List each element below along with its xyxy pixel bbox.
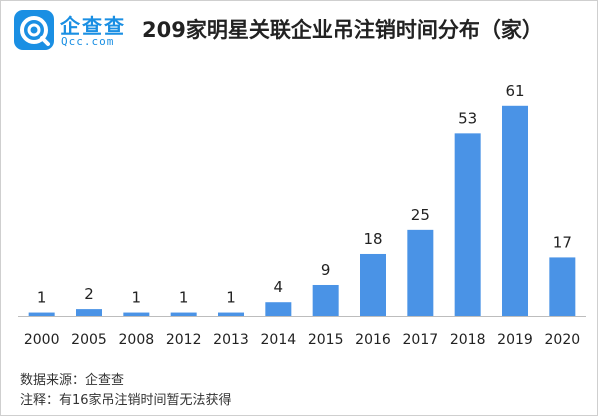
x-tick-label-2020: 2020 [545,332,581,348]
bar-2017 [407,229,434,316]
x-tick-label-2013: 2013 [213,332,249,348]
qcc-logo-icon [14,10,54,50]
data-label-2014: 4 [274,278,284,296]
brand-name-cn: 企查查 [60,14,126,38]
x-tick-label-2019: 2019 [497,332,533,348]
chart-title: 209家明星关联企业吊注销时间分布（家） [142,18,543,42]
x-tick-label-2000: 2000 [24,332,60,348]
x-tick-label-2016: 2016 [355,332,391,348]
bar-2018 [454,133,481,316]
bar-2008 [123,312,150,316]
bar-2020 [549,257,576,316]
bar-2014 [265,302,292,316]
x-tick-label-2014: 2014 [261,332,297,348]
data-label-2018: 53 [458,109,477,127]
x-tick-label-2008: 2008 [119,332,155,348]
data-label-2015: 9 [321,261,331,279]
bar-2012 [170,312,197,316]
data-label-2017: 25 [411,206,430,224]
data-label-2005: 2 [84,285,94,303]
bar-2019 [502,105,528,317]
x-tick-label-2017: 2017 [403,332,439,348]
data-label-2000: 1 [37,289,47,307]
footnote: 注释：有16家吊注销时间暂无法获得 [20,393,232,408]
data-label-2008: 1 [132,289,142,307]
data-label-2020: 17 [553,233,572,251]
data-label-2012: 1 [179,289,189,307]
data-label-2016: 18 [363,230,382,248]
x-tick-label-2015: 2015 [308,332,344,348]
bar-2005 [76,309,102,316]
x-tick-label-2012: 2012 [166,332,202,348]
data-label-2013: 1 [226,289,236,307]
bar-2015 [312,284,339,316]
data-label-2019: 61 [505,82,524,100]
data-source-note: 数据来源：企查查 [20,373,125,388]
bar-2016 [360,253,386,316]
bar-2013 [218,312,244,316]
bar-2000 [28,312,55,316]
x-tick-label-2005: 2005 [71,332,107,348]
brand-name-en: Qcc.com [61,35,115,48]
x-tick-label-2018: 2018 [450,332,486,348]
brand-logo: 企查查 Qcc.com [14,8,134,52]
